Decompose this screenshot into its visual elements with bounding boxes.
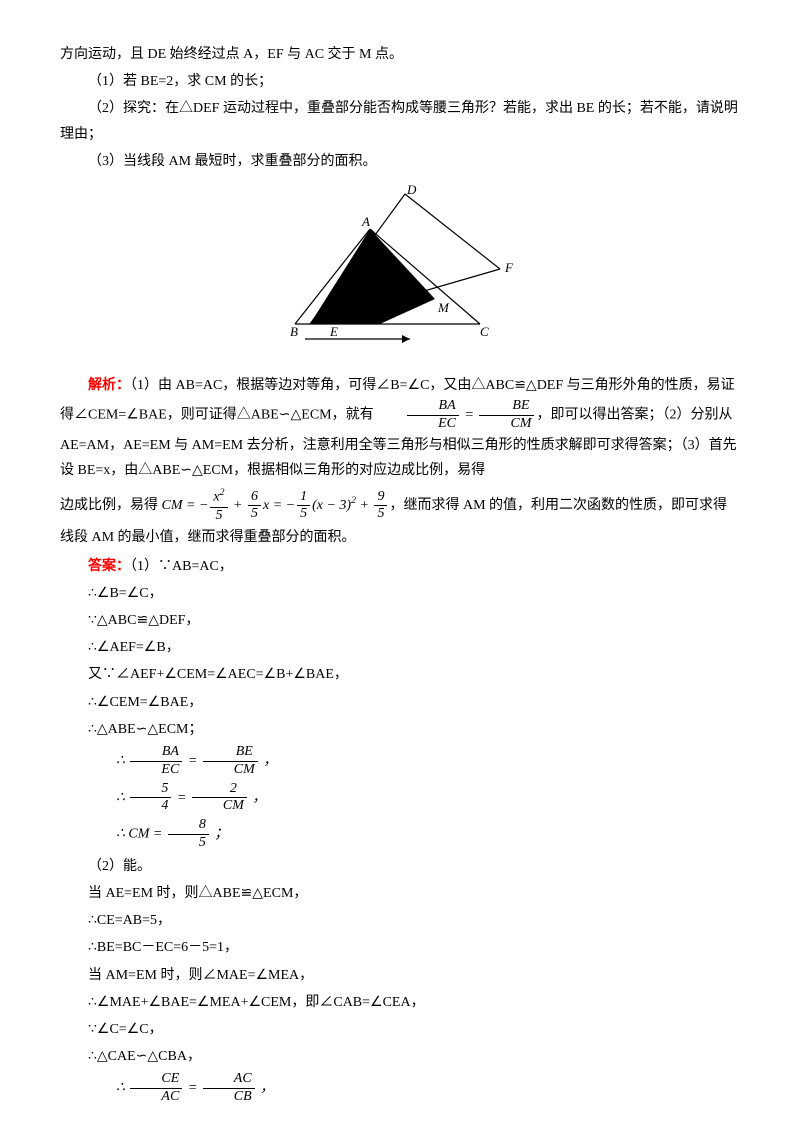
text: ∴△CAE∽△CBA，: [88, 1049, 201, 1064]
text: （2）能。: [88, 859, 151, 874]
step: ∴∠MAE+∠BAE=∠MEA+∠CEM，即∠CAB=∠CEA，: [60, 990, 740, 1015]
step: ∴∠B=∠C，: [60, 581, 740, 606]
text: 当 AM=EM 时，则∠MAE=∠MEA，: [88, 968, 313, 983]
step: ∴△ABE∽△ECM；: [60, 717, 740, 742]
step-frac-2: ∴ 54 = 2CM ，: [60, 781, 740, 816]
text: ∴∠AEF=∠B，: [88, 640, 180, 655]
cm-formula: CM = −x25 + 65x = −15(x − 3)2 + 95: [162, 487, 390, 524]
analysis-label: 解析：: [88, 378, 130, 393]
label-m: M: [437, 300, 450, 315]
text: ∴∠B=∠C，: [88, 586, 163, 601]
analysis-para: 解析：（1）由 AB=AC，根据等边对等角，可得∠B=∠C，又由△ABC≌△DE…: [60, 373, 740, 483]
text: 又∵∠AEF+∠CEM=∠AEC=∠B+∠BAE，: [88, 667, 348, 682]
text: 当 AE=EM 时，则△ABE≌△ECM，: [88, 886, 307, 901]
step-frac-3: ∴ CM = 85 ；: [60, 817, 740, 852]
text: 方向运动，且 DE 始终经过点 A，EF 与 AC 交于 M 点。: [60, 47, 403, 62]
label-e: E: [329, 324, 338, 339]
paragraph-2: （1）若 BE=2，求 CM 的长；: [60, 69, 740, 94]
text: ∴△ABE∽△ECM；: [88, 722, 203, 737]
text: （2）探究：在△DEF 运动过程中，重叠部分能否构成等腰三角形？若能，求出 BE…: [60, 101, 738, 141]
text: ∵△ABC≌△DEF，: [88, 613, 199, 628]
text: ∴∠CEM=∠BAE，: [88, 695, 202, 710]
step: 当 AE=EM 时，则△ABE≌△ECM，: [60, 881, 740, 906]
text: ∴∠MAE+∠BAE=∠MEA+∠CEM，即∠CAB=∠CEA，: [88, 995, 425, 1010]
step: ∴BE=BC－EC=6－5=1，: [60, 935, 740, 960]
text: ∵∠C=∠C，: [88, 1022, 163, 1037]
text: ∴BE=BC－EC=6－5=1，: [88, 940, 238, 955]
step: ∴△CAE∽△CBA，: [60, 1044, 740, 1069]
triangle-figure: A B C D E F M: [60, 184, 740, 363]
step: ∴CE=AB=5，: [60, 908, 740, 933]
text-prefix: 边成比例，易得: [60, 498, 162, 513]
text: （3）当线段 AM 最短时，求重叠部分的面积。: [88, 154, 377, 169]
label-b: B: [290, 324, 298, 339]
paragraph-1: 方向运动，且 DE 始终经过点 A，EF 与 AC 交于 M 点。: [60, 42, 740, 67]
answer-start: 答案：（1）∵AB=AC，: [60, 554, 740, 579]
label-c: C: [480, 324, 489, 339]
answer-label: 答案：: [88, 559, 130, 574]
text: （1）∵AB=AC，: [130, 559, 233, 574]
label-a: A: [361, 214, 370, 229]
step: ∵∠C=∠C，: [60, 1017, 740, 1042]
paragraph-4: （3）当线段 AM 最短时，求重叠部分的面积。: [60, 149, 740, 174]
text: （1）若 BE=2，求 CM 的长；: [88, 74, 272, 89]
step: ∵△ABC≌△DEF，: [60, 608, 740, 633]
label-f: F: [504, 260, 514, 275]
step: （2）能。: [60, 854, 740, 879]
step-frac-4: ∴ CEAC = ACCB ，: [60, 1071, 740, 1106]
step: 又∵∠AEF+∠CEM=∠AEC=∠B+∠BAE，: [60, 662, 740, 687]
step: ∴∠AEF=∠B，: [60, 635, 740, 660]
paragraph-3: （2）探究：在△DEF 运动过程中，重叠部分能否构成等腰三角形？若能，求出 BE…: [60, 96, 740, 146]
formula-ratio-1: BAEC = BECM: [377, 398, 536, 433]
text: ∴CE=AB=5，: [88, 913, 171, 928]
label-d: D: [406, 184, 417, 197]
step: 当 AM=EM 时，则∠MAE=∠MEA，: [60, 963, 740, 988]
step-frac-1: ∴ BAEC = BECM ，: [60, 744, 740, 779]
cm-formula-line: 边成比例，易得 CM = −x25 + 65x = −15(x − 3)2 + …: [60, 487, 740, 549]
step: ∴∠CEM=∠BAE，: [60, 690, 740, 715]
